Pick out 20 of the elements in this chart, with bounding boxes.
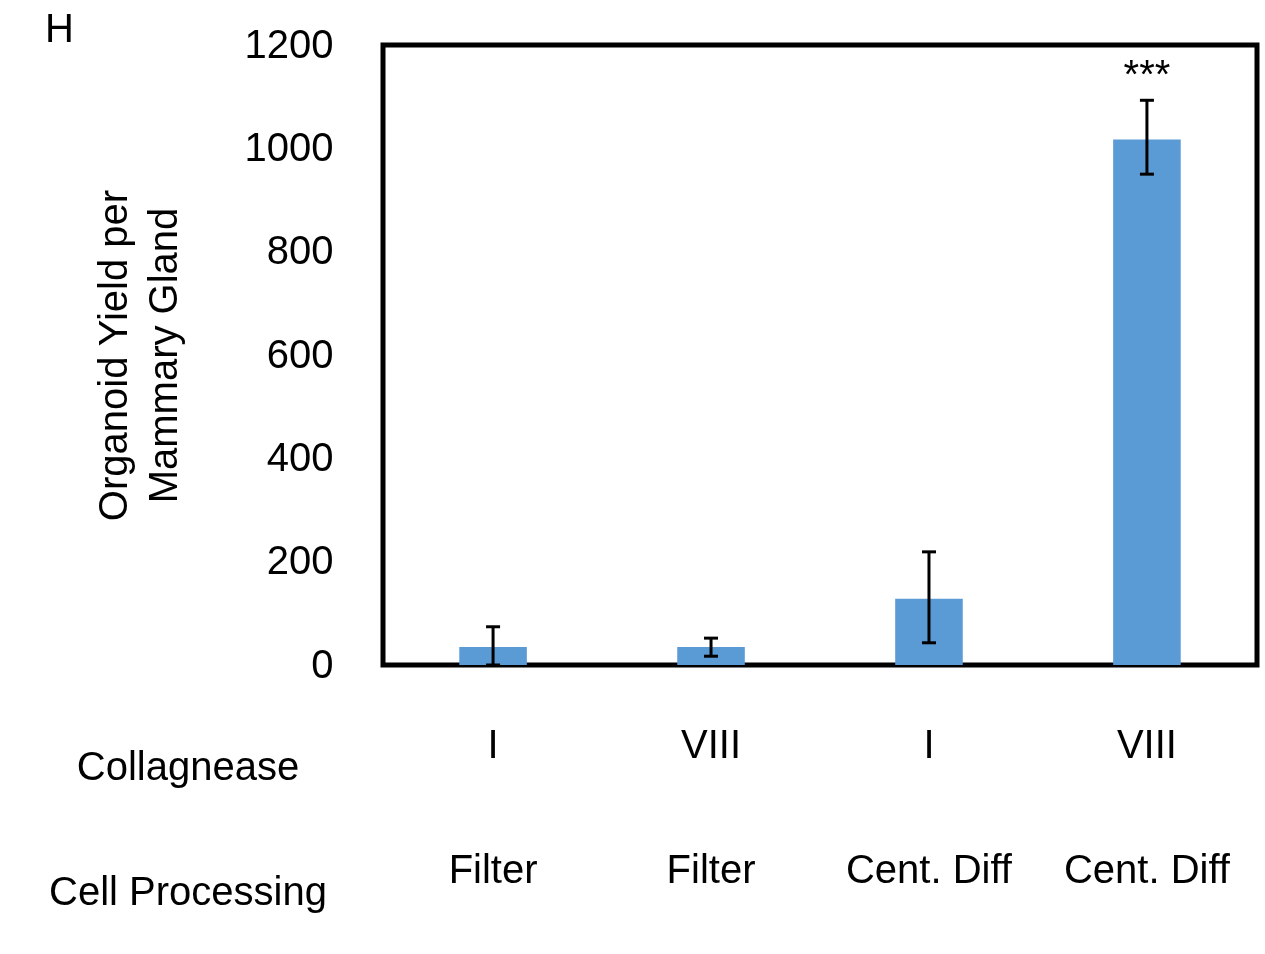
category-label: I Cent. Diff <box>845 721 1012 891</box>
category-label: I Filter <box>448 721 538 891</box>
category-label: VIII Cent. Diff <box>1063 721 1230 891</box>
y-axis-title: Organoid Yield per Mammary Gland <box>90 189 185 522</box>
y-tick-label: 1200 <box>244 21 334 66</box>
y-tick-label: 600 <box>266 331 334 376</box>
text: H <box>45 6 74 50</box>
bar <box>1113 139 1181 665</box>
y-tick-label: 800 <box>266 228 334 273</box>
bar <box>677 646 745 665</box>
bar <box>459 646 527 665</box>
annotation: *** <box>1123 52 1171 97</box>
y-tick-label: 1000 <box>244 124 334 169</box>
y-tick-label: 200 <box>266 538 334 583</box>
bar <box>895 598 963 665</box>
category-label: VIII Filter <box>666 721 756 891</box>
text: Collagnease <box>76 744 300 788</box>
y-tick-label: 400 <box>266 434 334 479</box>
text: Cell Processing <box>49 869 327 913</box>
y-tick-label: 0 <box>311 641 334 686</box>
